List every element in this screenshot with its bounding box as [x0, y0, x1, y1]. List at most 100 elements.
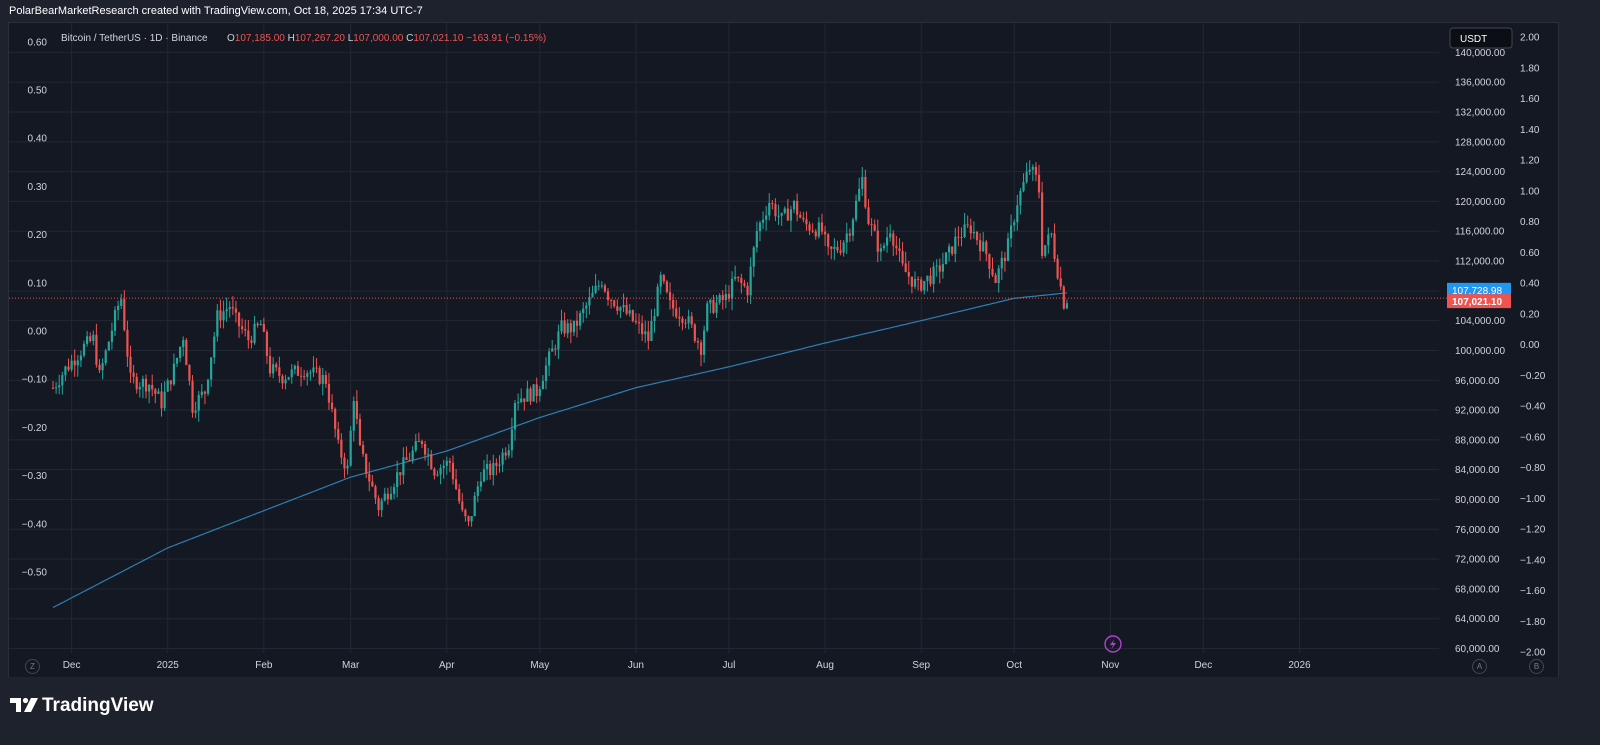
candle-body [588, 297, 591, 306]
candle-up [582, 301, 585, 323]
price-tick-label: 100,000.00 [1455, 346, 1505, 357]
candle-body [848, 233, 851, 236]
candle-down [811, 223, 814, 234]
chart-grid [9, 23, 1439, 653]
candle-up [476, 481, 479, 503]
candle-down [771, 199, 774, 210]
candle-body [926, 275, 929, 281]
secondary-scale-button[interactable]: B [1529, 659, 1544, 674]
right-tick-label: −1.20 [1520, 525, 1546, 536]
candle-body [346, 465, 349, 469]
candle-body [365, 453, 368, 474]
candle-body [817, 222, 820, 237]
candle-up [879, 243, 882, 262]
candle-up [210, 357, 213, 387]
candle-up [470, 516, 473, 527]
candle-up [225, 297, 228, 322]
right-tick-label: 1.20 [1520, 156, 1540, 167]
candle-body [703, 330, 706, 355]
candle-body [864, 176, 867, 208]
candle-body [758, 222, 762, 232]
candle-body [631, 310, 634, 321]
candle-body [1065, 303, 1069, 309]
chart-frame[interactable]: 0.60 0.50 0.40 0.30 0.20 0.10 0.00 −0.10 −0.20 −0… [8, 22, 1559, 678]
candle-down [721, 290, 724, 310]
candle-body [51, 387, 55, 389]
candle-body [656, 286, 659, 317]
candle-body [327, 383, 331, 403]
candle-body [730, 278, 734, 299]
candle-down [870, 218, 873, 236]
candle-down [324, 370, 327, 388]
candle-body [377, 498, 380, 511]
candle-body [117, 305, 120, 311]
candle-body [98, 364, 101, 371]
candle-body [523, 398, 526, 402]
price-chart[interactable]: 0.60 0.50 0.40 0.30 0.20 0.10 0.00 −0.10 −0.20 −0… [9, 23, 1558, 677]
candle-down [73, 349, 76, 377]
candle-down [265, 329, 269, 364]
auto-scale-button[interactable]: A [1472, 659, 1487, 674]
currency-button[interactable]: USDT [1449, 27, 1513, 49]
candle-body [144, 378, 148, 392]
left-axis: 0.60 0.50 0.40 0.30 0.20 0.10 0.00 −0.10 −0.20 −0… [22, 37, 48, 578]
candle-body [957, 236, 960, 238]
candle-body [185, 339, 188, 366]
candle-up [842, 240, 845, 257]
candle-body [833, 246, 836, 249]
candle-down [991, 257, 994, 277]
candle-up [436, 470, 439, 477]
zoom-reset-button[interactable]: Z [25, 659, 40, 674]
candle-up [600, 281, 603, 289]
candle-up [392, 483, 396, 499]
candle-up [228, 301, 231, 318]
left-tick-label: 0.30 [28, 182, 48, 193]
candle-body [681, 318, 684, 323]
candle-down [796, 193, 799, 222]
candle-body [538, 389, 541, 396]
candle-down [681, 316, 684, 331]
candle-body [107, 341, 110, 351]
candle-up [628, 303, 631, 317]
candle-up [1000, 251, 1003, 280]
left-tick-label: −0.40 [22, 519, 48, 530]
right-tick-label: 1.80 [1520, 63, 1540, 74]
ma-badge-text: 107,728.98 [1452, 286, 1502, 297]
left-tick-label: 0.00 [28, 326, 48, 337]
candle-body [64, 366, 67, 376]
candle-body [935, 265, 938, 267]
candle-body [606, 291, 610, 301]
candle-down [830, 246, 833, 260]
candle-up [944, 252, 948, 265]
candle-body [396, 472, 399, 488]
right-tick-label: 0.20 [1520, 309, 1540, 320]
candle-body [597, 285, 600, 287]
candle-body [876, 230, 879, 252]
candle-body [89, 336, 92, 341]
lightning-icon[interactable] [1104, 635, 1122, 653]
candle-down [334, 407, 337, 438]
candle-body [898, 248, 901, 252]
candle-down [458, 483, 461, 505]
candle-down [916, 276, 920, 291]
candle-body [458, 488, 461, 502]
candle-down [299, 367, 303, 387]
candle-body [966, 224, 969, 226]
candle-body [904, 263, 907, 273]
right-tick-label: 0.80 [1520, 217, 1540, 228]
candle-up [1050, 232, 1053, 238]
candle-down [786, 199, 789, 221]
ma-badge-bg [1447, 282, 1511, 297]
candle-up [758, 220, 762, 242]
candle-up [755, 221, 758, 253]
price-tick-label: 128,000.00 [1455, 137, 1505, 148]
candle-body [774, 204, 777, 217]
candle-up [579, 310, 582, 330]
candle-body [566, 323, 569, 334]
time-tick-label: Sep [912, 660, 930, 671]
candle-body [591, 292, 594, 298]
candle-body [727, 293, 731, 299]
time-axis: Dec 2025 Feb Mar Apr May Jun Jul Aug Sep Oct Nov Dec… [63, 660, 1311, 671]
candle-body [485, 463, 489, 470]
candle-body [808, 224, 811, 231]
